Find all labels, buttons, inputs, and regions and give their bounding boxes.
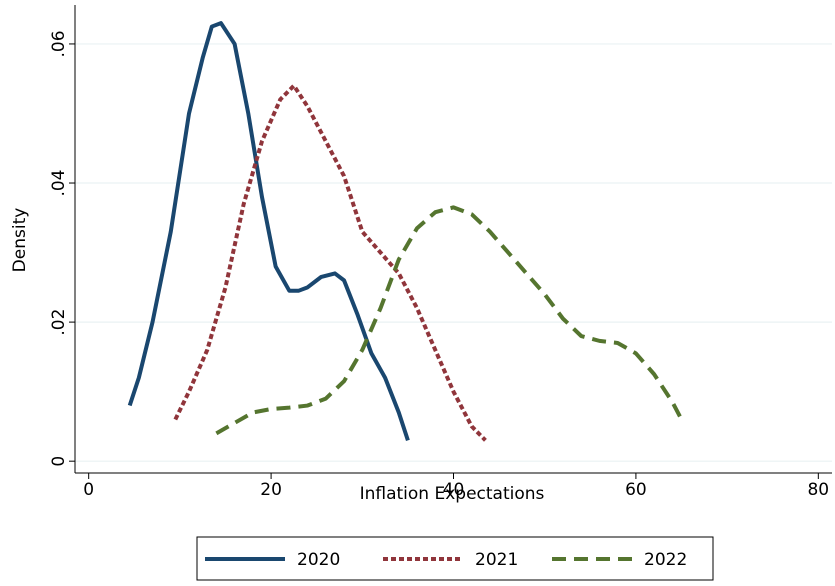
legend-label: 2020: [297, 550, 340, 570]
density-line: [173, 83, 487, 442]
density-line: [127, 21, 410, 441]
x-tick-label: 80: [807, 480, 829, 500]
y-tick-label: .04: [49, 169, 69, 196]
x-tick-label: 40: [443, 480, 465, 500]
legend-label: 2021: [475, 550, 518, 570]
density-line: [215, 205, 684, 436]
y-tick-label: .06: [49, 30, 69, 57]
legend-label: 2022: [644, 550, 687, 570]
y-tick-label: 0: [49, 456, 69, 467]
x-tick-label: 20: [260, 480, 282, 500]
y-axis-title: Density: [10, 208, 30, 273]
x-tick-label: 60: [625, 480, 647, 500]
y-tick-label: .02: [49, 309, 69, 336]
x-tick-label: 0: [83, 480, 94, 500]
x-axis-title: Inflation Expectations: [360, 484, 545, 504]
